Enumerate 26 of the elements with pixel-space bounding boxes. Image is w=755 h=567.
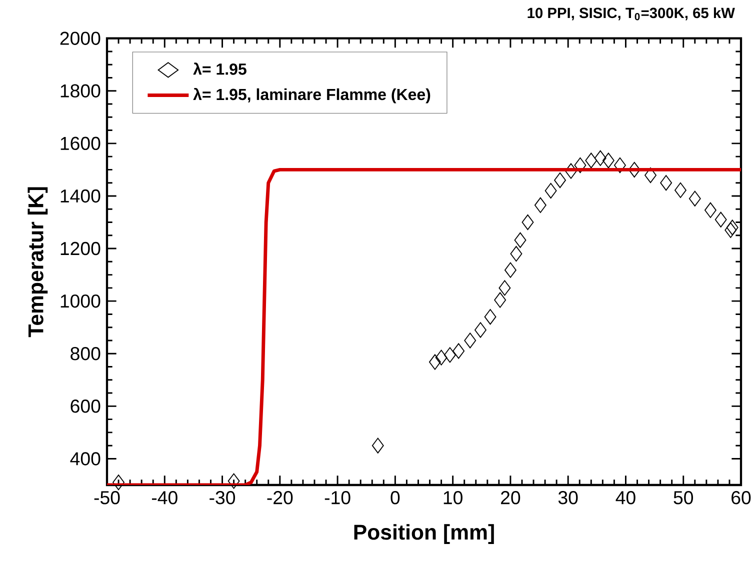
y-tick-label: 1600 — [60, 136, 100, 150]
legend-label: λ= 1.95 — [193, 62, 246, 75]
legend-label: λ= 1.95, laminare Flamme (Kee) — [193, 88, 430, 104]
x-tick-label: 60 — [732, 491, 751, 504]
x-tick-label: -20 — [267, 491, 293, 504]
x-axis-title: Position [mm] — [354, 524, 494, 544]
y-axis-title: Temperatur [K] — [28, 187, 48, 338]
x-tick-label: 10 — [444, 491, 462, 504]
x-tick-label: -30 — [210, 491, 236, 504]
y-tick-label: 1800 — [60, 84, 100, 98]
y-tick-label: 1400 — [60, 189, 100, 203]
y-tick-label: 2000 — [60, 32, 100, 45]
y-tick-label: 600 — [70, 400, 100, 413]
y-tick-label: 1200 — [60, 242, 100, 256]
x-tick-label: 20 — [501, 491, 520, 504]
x-tick-label: -50 — [94, 491, 120, 504]
y-tick-label: 800 — [70, 347, 100, 360]
x-tick-label: 0 — [390, 491, 400, 504]
chart-title: 10 PPI, SISIC, T$_{0}$=300K, 65 kW — [528, 7, 735, 20]
x-tick-label: 50 — [674, 491, 694, 504]
x-tick-label: 30 — [558, 491, 578, 504]
x-tick-label: 40 — [616, 491, 636, 504]
x-tick-label: -40 — [152, 491, 178, 504]
y-tick-label: 1000 — [60, 294, 100, 308]
x-tick-label: -10 — [324, 491, 350, 504]
y-tick-label: 400 — [70, 452, 100, 466]
